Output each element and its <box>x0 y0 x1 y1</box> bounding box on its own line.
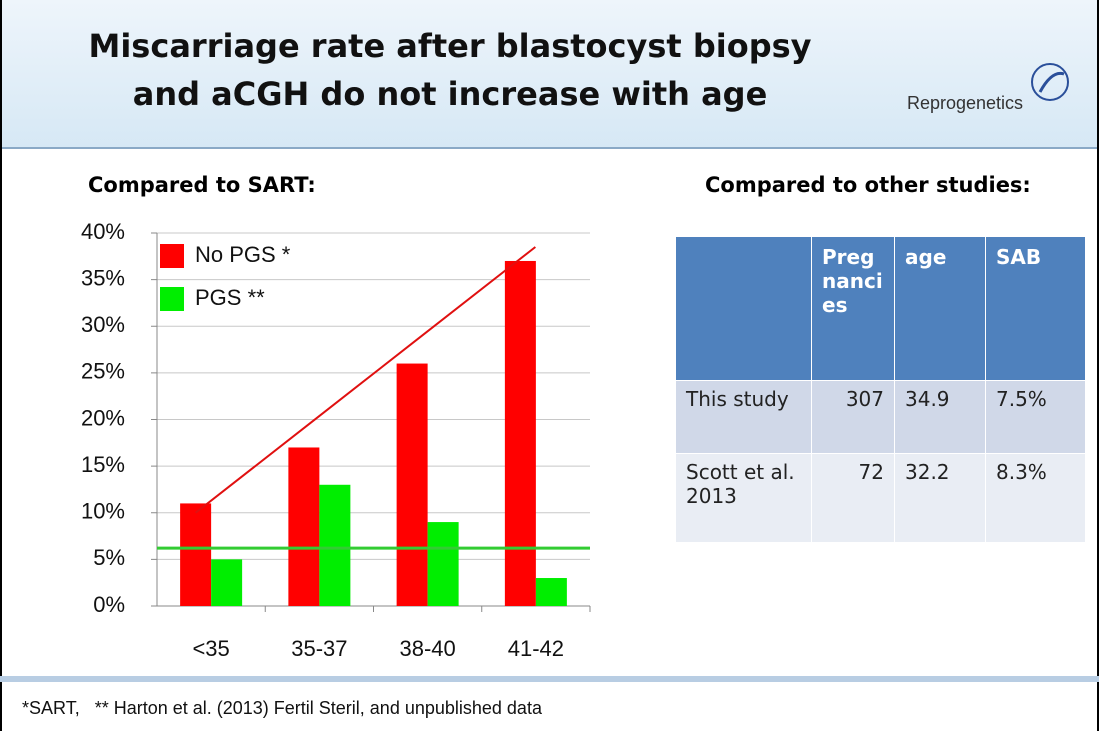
cell: 34.9 <box>894 380 986 454</box>
table-row: This study 307 34.9 7.5% <box>675 380 1085 454</box>
section-heading: Compared to SART: <box>88 173 316 197</box>
bar <box>180 503 212 606</box>
section-heading: Compared to other studies: <box>705 173 1031 197</box>
legend-label: PGS ** <box>195 285 265 310</box>
legend-label: No PGS * <box>195 242 291 267</box>
cell: 72 <box>811 453 895 542</box>
legend-swatch <box>160 287 184 311</box>
header-cell <box>675 237 812 381</box>
logo-icon <box>1038 71 1065 93</box>
bar <box>427 522 459 606</box>
header-cell: SAB <box>985 237 1085 381</box>
cell: 8.3% <box>985 453 1085 542</box>
header-cell: Pregnancies <box>811 237 895 381</box>
y-tick-label: 35% <box>81 265 125 290</box>
footnote: *SART, ** Harton et al. (2013) Fertil St… <box>22 698 542 718</box>
y-tick-label: 0% <box>93 592 125 617</box>
header-row: Pregnancies age SAB <box>675 237 1085 381</box>
x-tick-label: 35-37 <box>291 636 347 661</box>
trend-line <box>195 246 536 514</box>
y-tick-label: 20% <box>81 405 125 430</box>
legend-swatch <box>160 244 184 268</box>
bar <box>535 578 567 606</box>
footer-rule <box>0 676 1099 682</box>
bar <box>319 484 351 606</box>
x-tick-label: 41-42 <box>508 636 564 661</box>
x-tick-label: 38-40 <box>399 636 455 661</box>
cell: 307 <box>811 380 895 454</box>
title-box: Miscarriage rate after blastocyst biopsy… <box>88 27 812 113</box>
bar <box>504 260 536 606</box>
bar <box>211 559 243 606</box>
title: Miscarriage rate after blastocyst biopsy… <box>88 27 812 113</box>
comparison-table: Pregnancies age SAB This study 307 34.9 … <box>675 237 1085 542</box>
y-tick-label: 10% <box>81 499 125 524</box>
y-tick-label: 5% <box>93 545 125 570</box>
table-row: Scott et al. 2013 72 32.2 8.3% <box>675 453 1085 542</box>
cell: 7.5% <box>985 380 1085 454</box>
y-tick-label: 30% <box>81 312 125 337</box>
bar <box>396 363 428 606</box>
y-tick-label: 25% <box>81 359 125 384</box>
y-tick-label: 40% <box>81 219 125 244</box>
cell: 32.2 <box>894 453 986 542</box>
cell: Scott et al. 2013 <box>675 453 812 542</box>
y-tick-label: 15% <box>81 452 125 477</box>
cell: This study <box>675 380 812 454</box>
bar <box>288 447 320 606</box>
x-tick-label: <35 <box>192 636 229 661</box>
header-cell: age <box>894 237 986 381</box>
header-band <box>0 0 1099 148</box>
logo-icon <box>1031 63 1069 101</box>
logo-text: Reprogenetics <box>907 93 1023 113</box>
